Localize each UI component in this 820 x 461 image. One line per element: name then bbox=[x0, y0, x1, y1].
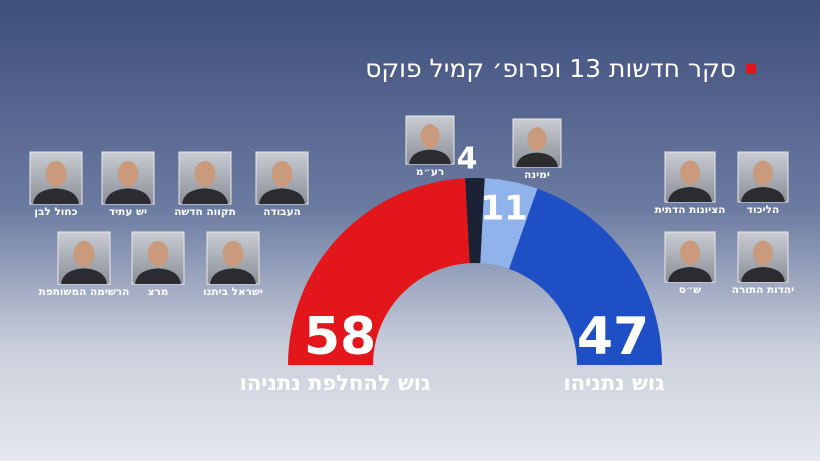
portrait bbox=[668, 187, 712, 202]
party-name: ימינה bbox=[524, 169, 550, 181]
portrait bbox=[409, 149, 451, 164]
portrait-face bbox=[147, 240, 169, 267]
portrait bbox=[516, 152, 558, 167]
party-name: העבודה bbox=[263, 206, 301, 218]
party-name: ישראל ביתנו bbox=[203, 286, 263, 298]
portrait-face bbox=[527, 127, 547, 152]
party-name: יש עתיד bbox=[109, 206, 147, 218]
seat-chart: 58 411 47 גוש להחלפת נתניהו גוש נתניהו bbox=[240, 142, 665, 396]
value-label: 58 bbox=[304, 307, 376, 367]
value-label: 4 bbox=[457, 142, 478, 177]
portrait bbox=[61, 268, 107, 284]
portrait-face bbox=[753, 160, 773, 186]
portrait bbox=[259, 188, 305, 204]
portrait bbox=[210, 268, 256, 284]
party-name: רע״מ bbox=[416, 166, 444, 178]
value-label: 47 bbox=[577, 307, 649, 367]
portrait bbox=[105, 188, 151, 204]
party-name: ש״ס bbox=[679, 284, 702, 296]
seat-segment bbox=[288, 178, 470, 365]
party-name: הציונות הדתית bbox=[655, 204, 726, 216]
portrait-face bbox=[420, 124, 440, 149]
party-name: הרשימה המשותפת bbox=[39, 286, 130, 298]
portrait bbox=[668, 267, 712, 282]
portrait-face bbox=[222, 240, 244, 267]
bloc-label: גוש להחלפת נתניהו bbox=[240, 371, 431, 395]
party-name: יהדות התורה bbox=[732, 284, 794, 296]
portrait-face bbox=[680, 160, 700, 186]
portrait-face bbox=[45, 160, 67, 187]
seat-segment bbox=[509, 188, 662, 365]
portrait-face bbox=[117, 160, 139, 187]
portrait bbox=[741, 187, 785, 202]
seat-segment bbox=[465, 177, 485, 264]
portrait-face bbox=[680, 240, 700, 266]
portrait-face bbox=[194, 160, 216, 187]
party-name: מרצ bbox=[148, 286, 169, 298]
party-name: כחול לבן bbox=[34, 206, 77, 218]
portrait bbox=[741, 267, 785, 282]
chart-title: סקר חדשות 13 ופרופ׳ קמיל פוקס bbox=[365, 54, 736, 83]
party-name: הליכוד bbox=[747, 204, 779, 216]
portrait bbox=[135, 268, 181, 284]
portrait-face bbox=[271, 160, 293, 187]
portrait bbox=[182, 188, 228, 204]
party-name: תקווה חדשה bbox=[174, 206, 236, 218]
value-label: 11 bbox=[480, 189, 527, 229]
portrait bbox=[33, 188, 79, 204]
portrait-face bbox=[753, 240, 773, 266]
title-bullet bbox=[746, 64, 756, 74]
party-photos: רע״מ ימינה כחול לבן יש עתיד תקווה חדשה העבודה… bbox=[29, 115, 794, 298]
seat-segment bbox=[480, 178, 538, 269]
bloc-label: גוש נתניהו bbox=[563, 371, 664, 395]
portrait-face bbox=[73, 240, 95, 267]
